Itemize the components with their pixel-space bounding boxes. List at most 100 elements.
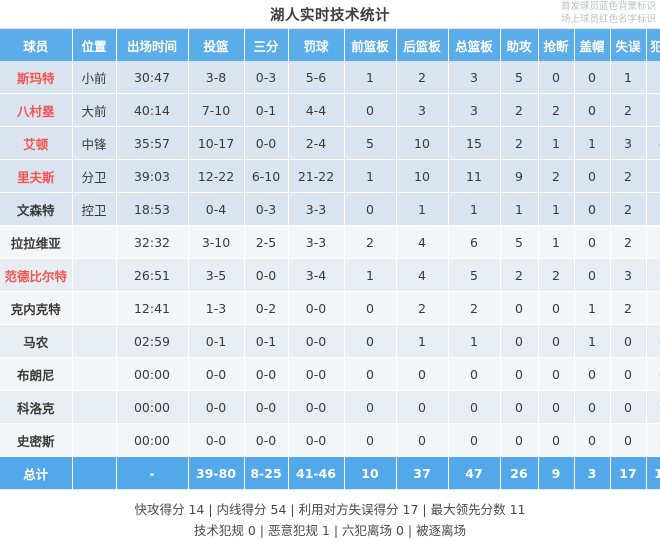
stat-cell-9: 2 — [500, 258, 539, 292]
stat-cell-7: 0 — [396, 357, 449, 391]
stat-cell-10: 0 — [538, 61, 575, 94]
stat-cell-12: 0 — [610, 390, 647, 424]
stat-cell-12: 1 — [610, 61, 647, 94]
stat-cell-5: 0-0 — [288, 291, 345, 325]
stat-cell-1: 分卫 — [72, 159, 117, 193]
stat-cell-3: 1-3 — [188, 291, 245, 325]
column-header-9[interactable]: 助攻 — [499, 29, 539, 61]
stat-cell-9: 0 — [500, 291, 539, 325]
stat-cell-7: 10 — [396, 159, 449, 193]
player-name[interactable]: 里夫斯 — [0, 159, 73, 193]
column-header-7[interactable]: 后篮板 — [395, 29, 449, 61]
stat-cell-12: 2 — [610, 93, 647, 127]
stat-cell-6: 0 — [344, 93, 397, 127]
stat-cell-8: 3 — [448, 61, 501, 94]
stat-cell-12: 2 — [610, 225, 647, 259]
stat-cell-6: 0 — [344, 390, 397, 424]
player-name[interactable]: 拉拉维亚 — [0, 225, 73, 259]
column-header-11[interactable]: 盖帽 — [573, 29, 611, 61]
column-header-5[interactable]: 罚球 — [287, 29, 345, 61]
totals-cell-1 — [72, 456, 117, 489]
stat-cell-3: 3-8 — [188, 61, 245, 94]
stat-cell-4: 0-0 — [244, 258, 289, 292]
stat-cell-6: 0 — [344, 324, 397, 358]
stat-cell-5: 3-3 — [288, 192, 345, 226]
stat-cell-5: 2-4 — [288, 126, 345, 160]
stat-cell-4: 2-5 — [244, 225, 289, 259]
stat-cell-10: 1 — [538, 192, 575, 226]
player-name[interactable]: 八村塁 — [0, 93, 73, 127]
player-name[interactable]: 范德比尔特 — [0, 258, 73, 292]
stat-cell-5: 0-0 — [288, 324, 345, 358]
column-header-0[interactable]: 球员 — [0, 29, 73, 61]
stat-cell-2: 35:57 — [116, 126, 189, 160]
column-header-4[interactable]: 三分 — [243, 29, 289, 61]
stat-cell-8: 11 — [448, 159, 501, 193]
stat-cell-7: 0 — [396, 423, 449, 457]
stat-cell-3: 0-1 — [188, 324, 245, 358]
stat-cell-11: 0 — [574, 159, 611, 193]
team-summary-footer: 快攻得分 14 | 内线得分 54 | 利用对方失误得分 17 | 最大领先分数… — [0, 489, 660, 541]
stat-cell-11: 0 — [574, 192, 611, 226]
stat-cell-4: 0-0 — [244, 423, 289, 457]
stat-cell-4: 0-0 — [244, 126, 289, 160]
stat-cell-11: 0 — [574, 225, 611, 259]
column-header-6[interactable]: 前篮板 — [343, 29, 397, 61]
stat-cell-2: 26:51 — [116, 258, 189, 292]
stat-cell-7: 2 — [396, 291, 449, 325]
stat-cell-9: 2 — [500, 126, 539, 160]
column-header-3[interactable]: 投篮 — [187, 29, 245, 61]
stat-cell-4: 0-2 — [244, 291, 289, 325]
stat-cell-10: 0 — [538, 423, 575, 457]
stat-cell-5: 3-3 — [288, 225, 345, 259]
stat-cell-13: 0 — [646, 423, 660, 457]
stat-cell-7: 0 — [396, 390, 449, 424]
stat-cell-8: 1 — [448, 324, 501, 358]
table-body: 斯玛特小前30:473-80-35-612350011+711八村塁大前40:1… — [0, 61, 660, 489]
column-header-13[interactable]: 犯规 — [645, 29, 660, 61]
player-name[interactable]: 斯玛特 — [0, 61, 73, 94]
stat-cell-1: 小前 — [72, 61, 117, 94]
player-name[interactable]: 文森特 — [0, 192, 73, 226]
stat-cell-9: 0 — [500, 390, 539, 424]
player-name[interactable]: 史密斯 — [0, 423, 73, 457]
player-name[interactable]: 艾顿 — [0, 126, 73, 160]
player-name[interactable]: 科洛克 — [0, 390, 73, 424]
player-name[interactable]: 马农 — [0, 324, 73, 358]
stat-cell-6: 0 — [344, 192, 397, 226]
stat-cell-13: 1 — [646, 192, 660, 226]
stat-cell-7: 1 — [396, 324, 449, 358]
player-name[interactable]: 克内克特 — [0, 291, 73, 325]
stat-cell-13: 1 — [646, 61, 660, 94]
stat-cell-9: 5 — [500, 61, 539, 94]
column-header-12[interactable]: 失误 — [609, 29, 647, 61]
stat-cell-8: 15 — [448, 126, 501, 160]
stat-cell-13: 3 — [646, 225, 660, 259]
totals-cell-11: 3 — [574, 456, 611, 489]
column-header-2[interactable]: 出场时间 — [115, 29, 189, 61]
stat-cell-9: 5 — [500, 225, 539, 259]
stat-cell-1 — [72, 258, 117, 292]
legend-note: 首发球员蓝色背景标识 场上球员红色名字标识 — [561, 1, 656, 26]
player-name[interactable]: 布朗尼 — [0, 357, 73, 391]
column-header-8[interactable]: 总篮板 — [447, 29, 501, 61]
stat-cell-2: 32:32 — [116, 225, 189, 259]
column-header-10[interactable]: 抢断 — [537, 29, 575, 61]
totals-cell-4: 8-25 — [244, 456, 289, 489]
stat-cell-6: 5 — [344, 126, 397, 160]
stat-cell-7: 2 — [396, 61, 449, 94]
column-header-1[interactable]: 位置 — [71, 29, 117, 61]
totals-cell-3: 39-80 — [188, 456, 245, 489]
